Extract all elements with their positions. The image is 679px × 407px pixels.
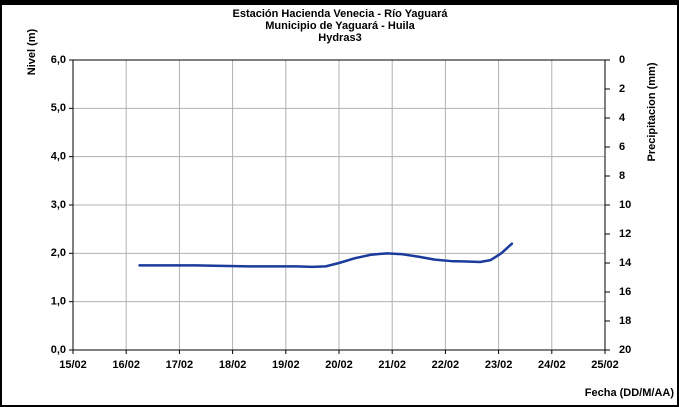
x-tick-label: 19/02 <box>272 359 300 371</box>
x-tick-label: 25/02 <box>591 359 619 371</box>
y2-tick-label: 10 <box>619 199 631 211</box>
x-tick-label: 18/02 <box>219 359 247 371</box>
x-tick-label: 15/02 <box>59 359 87 371</box>
y2-tick-label: 20 <box>619 344 631 356</box>
frame-top <box>0 0 679 5</box>
x-tick-label: 16/02 <box>112 359 140 371</box>
chart-subtitle: Municipio de Yaguará - Huila <box>265 20 415 32</box>
x-tick-label: 22/02 <box>432 359 460 371</box>
y2-tick-label: 14 <box>619 257 632 269</box>
y-tick-label: 3,0 <box>51 199 66 211</box>
y2-tick-label: 16 <box>619 286 631 298</box>
x-tick-label: 20/02 <box>325 359 353 371</box>
y2-tick-label: 4 <box>619 112 626 124</box>
chart-title: Estación Hacienda Venecia - Río Yaguará <box>233 8 449 20</box>
plot-border <box>72 59 606 351</box>
y2-tick-label: 2 <box>619 83 625 95</box>
y-tick-label: 1,0 <box>51 296 66 308</box>
y-axis-label: Nivel (m) <box>26 28 38 75</box>
x-tick-label: 23/02 <box>485 359 513 371</box>
line <box>138 242 514 269</box>
x-tick-label: 21/02 <box>378 359 406 371</box>
x-tick-label: 24/02 <box>538 359 566 371</box>
y-tick-label: 6,0 <box>51 54 66 66</box>
x-tick-label: 17/02 <box>166 359 194 371</box>
y-tick-label: 5,0 <box>51 102 66 114</box>
y-tick-label: 2,0 <box>51 247 66 259</box>
y2-tick-label: 8 <box>619 170 625 182</box>
x-axis-label: Fecha (DD/M/AA) <box>585 387 675 399</box>
y2-axis-label: Precipitacion (mm) <box>646 62 658 161</box>
chart-subtitle: Hydras3 <box>318 32 361 44</box>
y-tick-label: 0,0 <box>51 344 66 356</box>
y2-tick-label: 0 <box>619 54 625 66</box>
y-tick-label: 4,0 <box>51 151 66 163</box>
y2-tick-label: 6 <box>619 141 625 153</box>
y2-tick-label: 12 <box>619 228 631 240</box>
y2-tick-label: 18 <box>619 315 631 327</box>
